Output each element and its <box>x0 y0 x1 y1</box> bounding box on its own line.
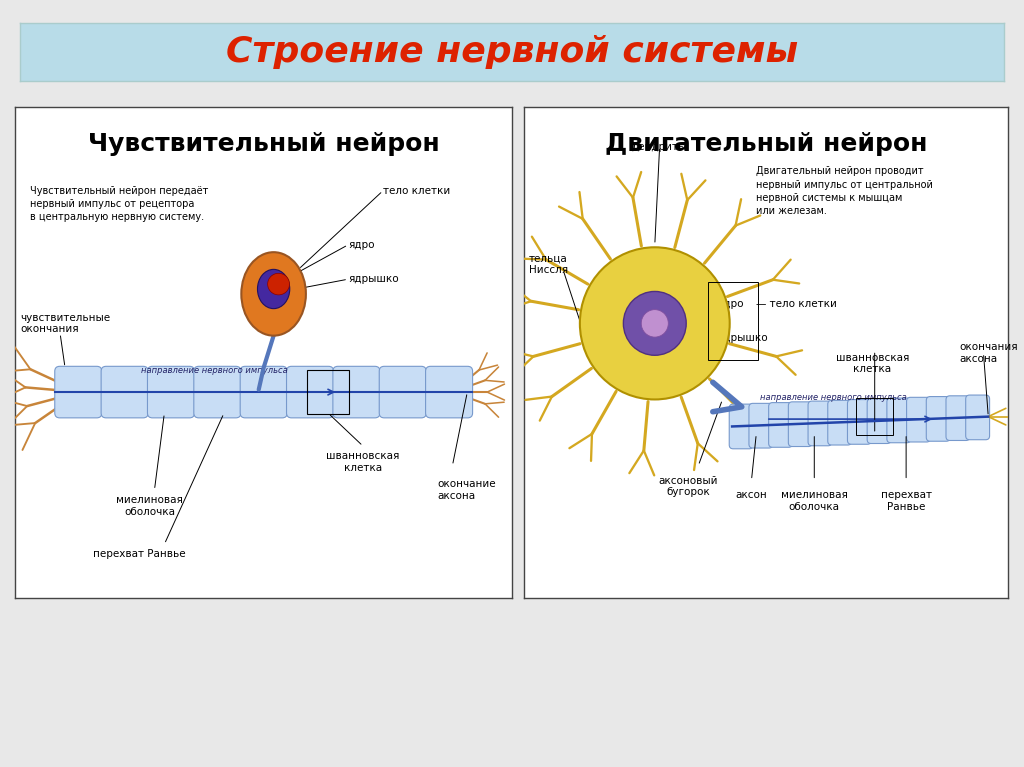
FancyBboxPatch shape <box>827 400 852 445</box>
Text: перехват Ранвье: перехват Ранвье <box>93 549 185 559</box>
Text: тело клетки: тело клетки <box>383 186 451 196</box>
Text: миелиновая
оболочка: миелиновая оболочка <box>781 490 848 512</box>
Text: направление нервного импульса: направление нервного импульса <box>140 366 288 375</box>
Circle shape <box>580 247 730 400</box>
FancyBboxPatch shape <box>287 367 334 418</box>
FancyBboxPatch shape <box>808 401 831 446</box>
Circle shape <box>624 291 686 355</box>
FancyBboxPatch shape <box>966 395 989 439</box>
FancyBboxPatch shape <box>927 397 950 441</box>
FancyBboxPatch shape <box>946 396 970 440</box>
FancyBboxPatch shape <box>848 400 871 444</box>
Text: ядрышко: ядрышко <box>718 333 768 343</box>
Text: Двигательный нейрон проводит
нервный импульс от центральной
нервной системы к мы: Двигательный нейрон проводит нервный имп… <box>757 166 933 216</box>
FancyBboxPatch shape <box>147 367 195 418</box>
FancyBboxPatch shape <box>241 367 287 418</box>
Text: — тело клетки: — тело клетки <box>757 298 838 309</box>
Text: ядро: ядро <box>718 298 744 309</box>
FancyBboxPatch shape <box>333 367 380 418</box>
FancyBboxPatch shape <box>906 397 931 442</box>
FancyBboxPatch shape <box>379 367 426 418</box>
FancyBboxPatch shape <box>194 367 241 418</box>
FancyBboxPatch shape <box>867 399 891 443</box>
Text: дендриты: дендриты <box>632 142 687 152</box>
Text: Чувствительный нейрон передаёт
нервный импульс от рецептора
в центральную нервну: Чувствительный нейрон передаёт нервный и… <box>31 186 209 222</box>
FancyBboxPatch shape <box>101 367 148 418</box>
Text: аксоновый
бугорок: аксоновый бугорок <box>658 476 719 497</box>
Text: шванновская
клетка: шванновская клетка <box>836 353 909 374</box>
Text: ядро: ядро <box>348 240 375 250</box>
Text: направление нервного импульса: направление нервного импульса <box>760 393 907 402</box>
Text: Двигательный нейрон: Двигательный нейрон <box>605 132 927 156</box>
Text: миелиновая
оболочка: миелиновая оболочка <box>116 495 183 517</box>
FancyBboxPatch shape <box>54 367 101 418</box>
Text: чувствительные
окончания: чувствительные окончания <box>20 313 111 334</box>
Text: Чувствительный нейрон: Чувствительный нейрон <box>88 132 439 156</box>
Circle shape <box>267 273 290 295</box>
Circle shape <box>641 310 669 337</box>
Text: окончание
аксона: окончание аксона <box>437 479 497 501</box>
Text: окончания
аксона: окончания аксона <box>959 342 1018 364</box>
Text: перехват
Ранвье: перехват Ранвье <box>881 490 932 512</box>
Text: ядрышко: ядрышко <box>348 274 398 285</box>
FancyBboxPatch shape <box>887 398 910 443</box>
Ellipse shape <box>242 252 306 336</box>
Text: шванновская
клетка: шванновская клетка <box>327 451 399 472</box>
FancyBboxPatch shape <box>769 403 793 447</box>
FancyBboxPatch shape <box>749 403 773 448</box>
Text: Строение нервной системы: Строение нервной системы <box>226 35 798 69</box>
FancyBboxPatch shape <box>788 402 812 446</box>
FancyBboxPatch shape <box>426 367 473 418</box>
Text: аксон: аксон <box>735 490 767 500</box>
Text: тельца
Ниссля: тельца Ниссля <box>529 254 568 275</box>
Ellipse shape <box>257 269 290 308</box>
FancyBboxPatch shape <box>729 404 753 449</box>
